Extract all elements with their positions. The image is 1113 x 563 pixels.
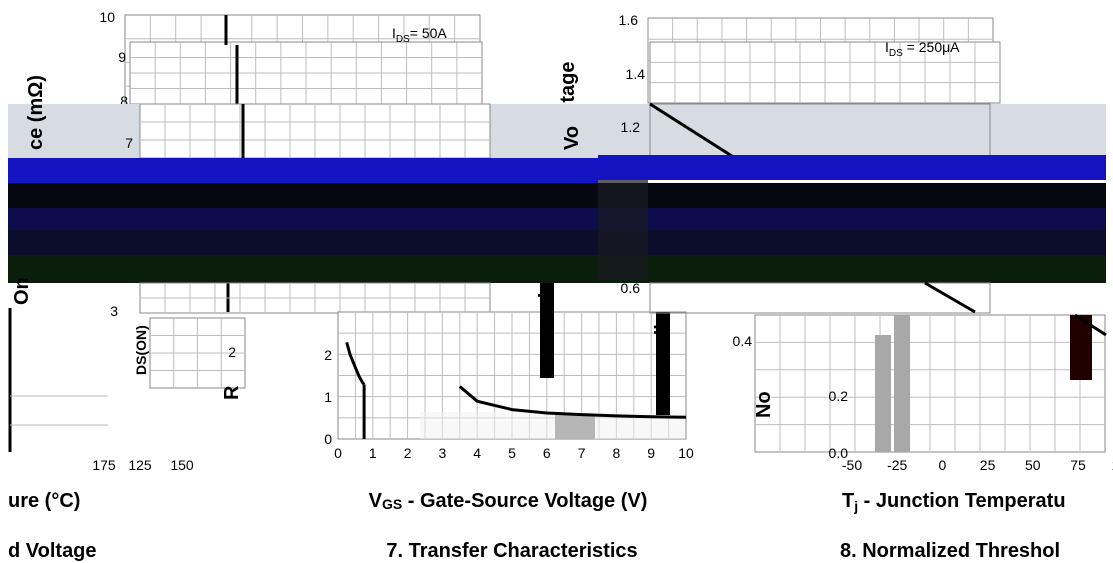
left-caption: d Voltage: [8, 540, 97, 562]
right-ytick-0.6: 0.6: [621, 280, 641, 296]
right-artifact-bar-1: [875, 335, 891, 452]
mid-xtick: 6: [543, 445, 551, 461]
stripe-dark-navy: [8, 230, 1106, 255]
mid-xtick: 2: [404, 445, 412, 461]
right-ylabel-no: No: [753, 391, 775, 418]
mid-xtick: 10: [678, 445, 694, 461]
stripe-blue-right: [598, 155, 1106, 180]
mid-ylabel-ed: ed: [536, 293, 558, 316]
stripe-overlay: [598, 180, 648, 280]
mid-ylabel-rmaliz: rmaliz: [652, 314, 674, 372]
mid-series-line-0: [345, 341, 366, 386]
mid-ylabel-bar-1: [540, 283, 554, 378]
left-grid-4: [140, 283, 490, 313]
left-xtick-175: 175: [92, 457, 116, 473]
mid-yticks: 0 1 2: [324, 347, 332, 447]
stripe-navy: [8, 208, 1106, 230]
right-ytick-0.0: 0.0: [829, 445, 849, 461]
left-rds-label: DS(ON): [133, 325, 149, 375]
left-ytick-9: 9: [118, 49, 126, 65]
right-xtick: 75: [1070, 457, 1086, 473]
right-curve-seg-3: [1074, 313, 1107, 337]
right-plot-frame-4: [649, 282, 991, 314]
band-contents: 7 ce (mΩ) 1.2 Vo: [25, 75, 991, 160]
left-ylabel-on: On: [11, 277, 33, 305]
left-xtick-125: 125: [128, 457, 152, 473]
right-xtick: 50: [1025, 457, 1041, 473]
right-annotation: IDS = 250μA: [885, 39, 960, 59]
right-ytick-1.2: 1.2: [621, 119, 641, 135]
right-xlabel: Tj - Junction Temperatu: [842, 490, 1066, 514]
right-caption: 8. Normalized Threshol: [840, 540, 1060, 562]
stripe-black: [8, 183, 1106, 208]
mid-ytick: 2: [324, 347, 332, 363]
mid-xticks: 0 1 2 3 4 5 6 7 8 9 10: [334, 445, 694, 461]
mid-ytick: 0: [324, 431, 332, 447]
left-ytick-2: 2: [228, 344, 236, 360]
mid-ylabel-bar-2: [656, 312, 670, 415]
left-sub-grid: [150, 318, 245, 388]
stripe-blue-left: [8, 158, 598, 183]
mid-xlabel: VGS - Gate-Source Voltage (V): [369, 490, 648, 512]
left-grid-3: [140, 104, 490, 158]
mid-xtick: 3: [439, 445, 447, 461]
mid-xtick: 4: [473, 445, 481, 461]
mid-xtick: 0: [334, 445, 342, 461]
right-xtick: 0: [939, 457, 947, 473]
right-xtick: 100: [1112, 457, 1113, 473]
right-ytick-0.4: 0.4: [733, 333, 753, 349]
left-grid-2: [130, 42, 482, 104]
mid-xtick: 7: [578, 445, 586, 461]
right-ylabel-frag: Vo: [561, 126, 583, 150]
right-xtick: -50: [842, 457, 862, 473]
mid-xtick: 1: [369, 445, 377, 461]
left-ytick-3: 3: [110, 303, 118, 319]
right-xtick: 25: [980, 457, 996, 473]
mid-xtick: 9: [647, 445, 655, 461]
mid-xtick: 8: [613, 445, 621, 461]
middle-chart: 0 1 2 3 4 5 6 7 8 9 10 0 1 2 VGS - Gate-Source Volta…: [324, 283, 694, 562]
right-chart-lower: 0.6 0.4 0.2 0.0 No -50 -25 0 25 50 75 100 Tj -…: [621, 280, 1113, 562]
mid-ytick: 1: [324, 389, 332, 405]
mid-caption: 7. Transfer Characteristics: [386, 540, 637, 562]
left-r-label: R: [221, 385, 243, 400]
lower-left: 3 On 125 150 175 ure (°C) d Voltage DS(O…: [8, 277, 491, 562]
right-xtick: -25: [887, 457, 907, 473]
mid-series: [345, 341, 687, 439]
right-artifact-bar-2: [894, 315, 910, 452]
mid-xtick: 5: [508, 445, 516, 461]
left-xlabel: ure (°C): [8, 490, 80, 512]
left-ylabel-frag: ce (mΩ): [25, 75, 47, 150]
left-xtick-150: 150: [170, 457, 194, 473]
left-ytick-7: 7: [125, 135, 133, 151]
left-ytick-8: 8: [120, 93, 128, 109]
right-curve-seg-2: [924, 281, 976, 314]
right-ytick-1.4: 1.4: [626, 66, 646, 82]
right-ytick-1.6: 1.6: [619, 12, 639, 28]
right-grid-2: [650, 42, 1000, 103]
glitch-stripes: [8, 155, 1106, 283]
right-ytick-0.2: 0.2: [829, 388, 849, 404]
mid-series-line-1: [458, 385, 687, 419]
left-chart: 10 9 8 IDS= 50A: [99, 9, 483, 111]
right-curve-seg-1: [649, 102, 736, 160]
left-ytick-10: 10: [99, 9, 115, 25]
right-xticks: -50 -25 0 25 50 75 100: [842, 457, 1113, 473]
right-artifact-block: [1070, 315, 1092, 380]
stripe-dark-green: [8, 255, 1106, 283]
